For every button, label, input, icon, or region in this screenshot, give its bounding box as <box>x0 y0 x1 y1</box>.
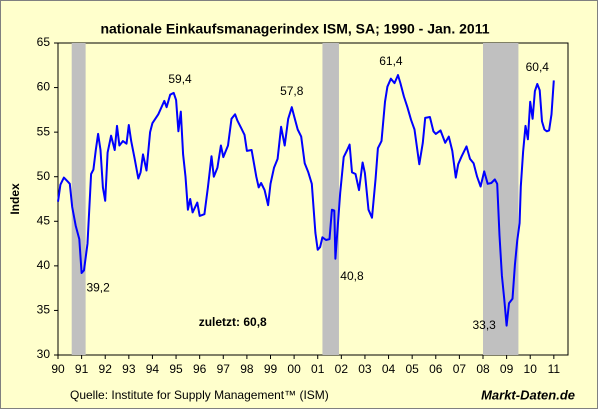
recession-band <box>483 43 519 355</box>
y-tick-label: 35 <box>37 303 51 317</box>
x-tick-label: 11 <box>548 362 561 376</box>
x-tick-label: 91 <box>75 362 89 376</box>
annotation: 39,2 <box>86 280 110 294</box>
x-tick-label: 01 <box>311 362 325 376</box>
x-tick-label: 94 <box>146 362 160 376</box>
y-tick-label: 30 <box>37 347 51 361</box>
x-tick-label: 93 <box>122 362 136 376</box>
y-axis-label: Index <box>8 183 22 215</box>
annotation: 40,8 <box>340 269 364 283</box>
y-tick-label: 65 <box>37 35 51 49</box>
x-tick-label: 10 <box>524 362 538 376</box>
x-tick-label: 00 <box>287 362 301 376</box>
annotation: zuletzt: 60,8 <box>199 315 267 329</box>
x-tick-label: 90 <box>51 362 65 376</box>
annotation: 59,4 <box>168 72 192 86</box>
annotation: 60,4 <box>526 60 550 74</box>
index-line <box>57 74 555 327</box>
y-tick-label: 45 <box>37 213 51 227</box>
y-tick-label: 55 <box>37 124 51 138</box>
x-tick-label: 96 <box>193 362 207 376</box>
x-tick-label: 03 <box>358 362 372 376</box>
y-tick-label: 50 <box>37 169 51 183</box>
annotation: 57,8 <box>280 84 304 98</box>
x-tick-label: 08 <box>476 362 490 376</box>
x-tick-label: 92 <box>99 362 113 376</box>
y-tick-label: 40 <box>37 258 51 272</box>
x-tick-label: 07 <box>453 362 467 376</box>
source: Quelle: Institute for Supply Management™… <box>70 388 329 402</box>
x-tick-label: 98 <box>240 362 254 376</box>
annotation: 61,4 <box>379 54 403 68</box>
brand: Markt-Daten.de <box>481 387 575 402</box>
x-tick-label: 97 <box>217 362 231 376</box>
x-tick-label: 09 <box>500 362 514 376</box>
x-tick-label: 95 <box>169 362 183 376</box>
annotation: 33,3 <box>473 318 497 332</box>
chart-title: nationale Einkaufsmanagerindex ISM, SA; … <box>100 21 489 37</box>
x-tick-label: 05 <box>405 362 419 376</box>
y-tick-label: 60 <box>37 80 51 94</box>
x-tick-label: 04 <box>382 362 396 376</box>
x-tick-label: 02 <box>335 362 349 376</box>
recession-band <box>71 43 86 355</box>
x-tick-label: 06 <box>429 362 443 376</box>
recession-band <box>322 43 339 355</box>
x-tick-label: 99 <box>264 362 278 376</box>
